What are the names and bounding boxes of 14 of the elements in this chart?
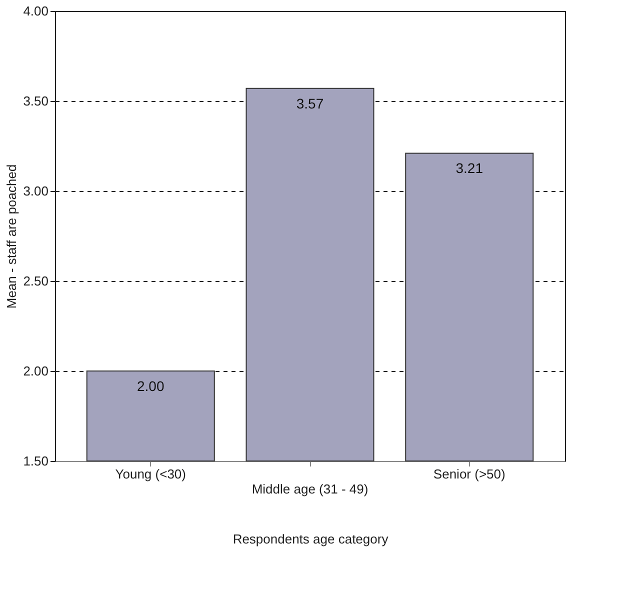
x-tick-label: Senior (>50) (433, 466, 506, 482)
x-tick-label: Young (<30) (115, 466, 186, 482)
y-tick-label: 2.50 (23, 274, 48, 288)
data-label: 2.00 (137, 378, 164, 394)
y-tick-label: 1.50 (23, 454, 48, 468)
y-tick-label: 3.00 (23, 184, 48, 198)
x-axis-title: Respondents age category (232, 532, 389, 546)
data-label: 3.57 (296, 95, 324, 112)
data-label: 3.21 (456, 160, 484, 176)
y-tick-label: 2.00 (23, 364, 48, 378)
y-axis-title: Mean - staff are poached (4, 164, 20, 309)
y-tick-label: 3.50 (23, 94, 48, 108)
y-tick-label: 4.00 (23, 4, 48, 18)
x-tick-label: Middle age (31 - 49) (252, 482, 368, 496)
